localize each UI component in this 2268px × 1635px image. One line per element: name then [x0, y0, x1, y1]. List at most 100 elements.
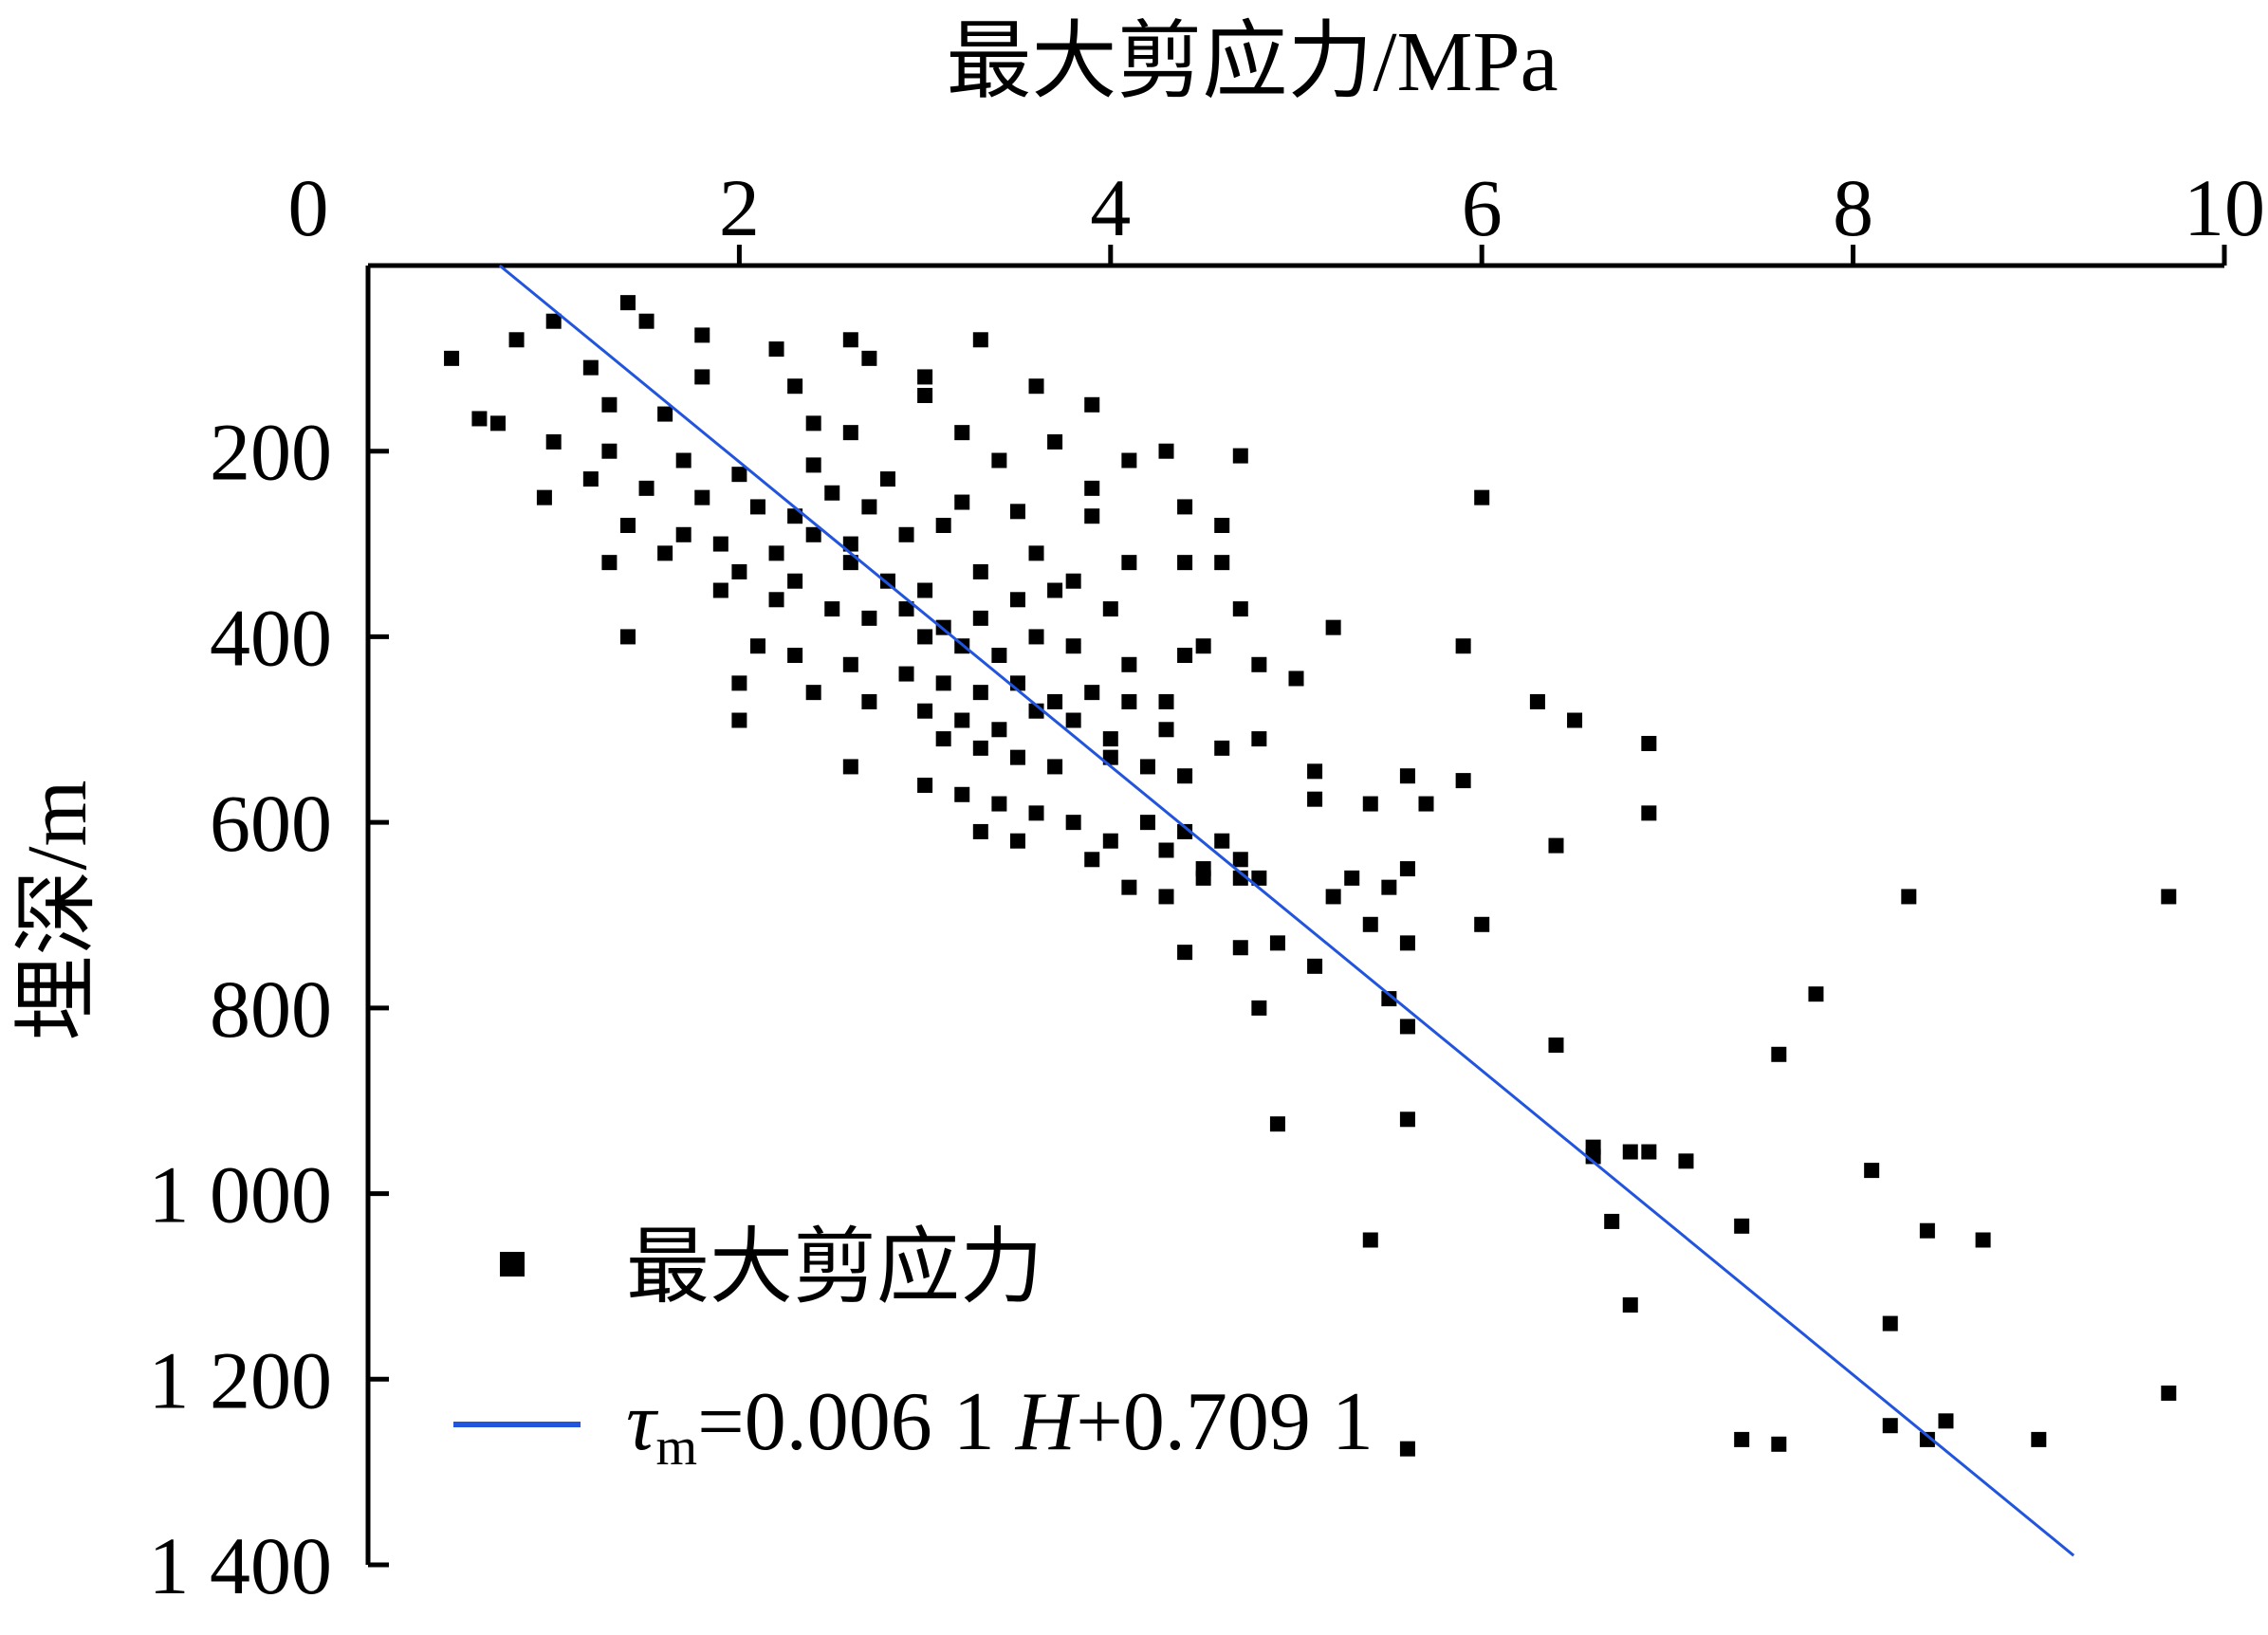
data-point	[582, 471, 599, 487]
y-tick-label: 1 400	[149, 1520, 333, 1611]
data-point	[972, 610, 988, 626]
data-point	[972, 823, 988, 839]
data-point	[1158, 443, 1174, 459]
data-point	[1882, 1315, 1898, 1332]
legend-scatter-marker	[500, 1252, 525, 1277]
data-point	[935, 518, 951, 533]
data-point	[1102, 601, 1118, 617]
data-point	[731, 675, 747, 691]
data-point	[824, 485, 840, 501]
data-point	[1214, 555, 1230, 571]
data-point	[1975, 1232, 1991, 1248]
data-point	[1251, 1000, 1267, 1016]
data-point	[917, 582, 933, 598]
data-point	[768, 545, 784, 561]
data-point	[545, 433, 562, 450]
data-point	[1641, 735, 1657, 751]
data-point	[731, 467, 747, 483]
legend-eq-var: H	[1015, 1376, 1080, 1468]
data-point	[1734, 1431, 1750, 1447]
data-point	[1177, 555, 1193, 571]
data-point	[1325, 889, 1341, 905]
data-point	[1232, 852, 1248, 868]
data-point	[935, 675, 951, 691]
data-point	[489, 415, 506, 432]
data-point	[1121, 555, 1137, 571]
data-point	[1047, 759, 1063, 775]
data-point	[1195, 870, 1211, 886]
data-point	[1084, 480, 1100, 496]
data-point	[1938, 1413, 1954, 1429]
data-point	[1232, 601, 1248, 617]
data-point	[1084, 396, 1100, 413]
data-point	[1028, 805, 1044, 821]
legend-line-label: τm=0.006 1 H+0.709 1	[626, 1376, 1374, 1477]
data-point	[1009, 592, 1025, 608]
data-point	[1102, 749, 1118, 765]
data-point	[1734, 1218, 1750, 1234]
data-point	[991, 796, 1007, 812]
data-point	[1047, 693, 1063, 709]
data-point	[1901, 889, 1917, 905]
data-point	[638, 480, 655, 496]
data-point	[1604, 1213, 1620, 1229]
data-point	[731, 563, 747, 579]
data-point	[1158, 889, 1174, 905]
data-point	[1307, 791, 1323, 807]
data-point	[2031, 1431, 2047, 1447]
data-point	[601, 396, 618, 413]
data-point	[536, 489, 552, 505]
data-point	[991, 648, 1007, 663]
data-point	[861, 693, 877, 709]
data-point	[1771, 1436, 1787, 1452]
data-point	[1065, 573, 1081, 589]
fit-line-group	[498, 264, 2075, 1557]
data-point	[1474, 489, 1490, 505]
data-point	[1251, 731, 1267, 747]
data-point	[991, 452, 1007, 468]
data-point	[1288, 671, 1304, 687]
legend-scatter-label: 最大剪应力	[626, 1222, 1043, 1314]
data-point	[972, 685, 988, 701]
data-point	[1139, 759, 1155, 775]
data-point	[1548, 837, 1564, 854]
data-point	[842, 759, 858, 775]
data-point	[1455, 638, 1471, 654]
data-point	[805, 685, 821, 701]
data-point	[972, 563, 988, 579]
legend: 最大剪应力 τm=0.006 1 H+0.709 1	[453, 1222, 1374, 1477]
data-point	[787, 378, 803, 395]
data-point	[842, 536, 858, 552]
y-ticks: 200 400 600 800 1 000 1 200 1 400	[149, 407, 389, 1611]
data-point	[1622, 1144, 1638, 1160]
data-point	[1362, 796, 1378, 812]
data-point	[749, 499, 765, 515]
x-tick-label: 4	[1090, 162, 1131, 253]
data-point	[712, 536, 728, 552]
data-point	[935, 731, 951, 747]
data-point	[582, 359, 599, 376]
data-point	[1269, 935, 1285, 951]
x-axis-title: 最大剪应力/MPa	[946, 15, 1558, 109]
data-point	[972, 740, 988, 756]
data-point	[1641, 805, 1657, 821]
data-point	[1158, 693, 1174, 709]
data-point	[1121, 452, 1137, 468]
data-point	[1232, 940, 1248, 956]
data-point	[731, 712, 747, 728]
data-point	[601, 555, 618, 571]
data-point	[1529, 693, 1545, 709]
y-axis-title: 埋深/m	[10, 780, 104, 1040]
data-point	[805, 526, 821, 542]
data-point	[917, 388, 933, 403]
data-point	[805, 415, 821, 432]
data-point	[1214, 740, 1230, 756]
data-point	[1251, 870, 1267, 886]
data-point	[898, 601, 914, 617]
data-point	[805, 457, 821, 473]
data-point	[898, 526, 914, 542]
data-point	[1771, 1046, 1787, 1062]
data-point	[768, 341, 784, 358]
data-point	[1102, 833, 1118, 849]
